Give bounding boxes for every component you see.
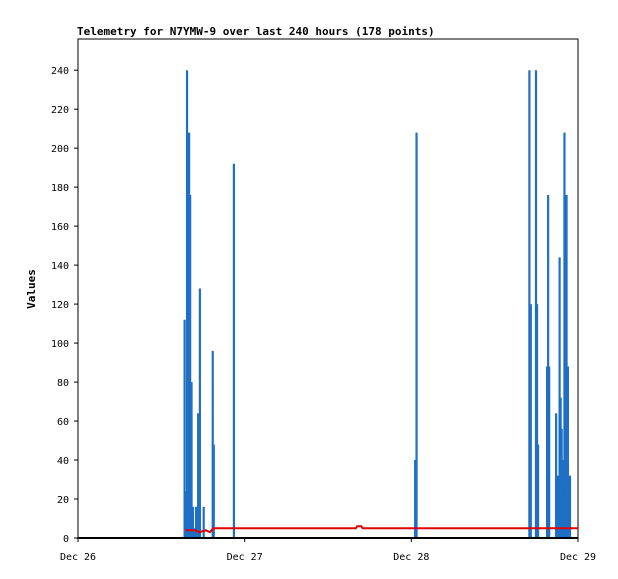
y-tick-label: 40 [57, 456, 69, 467]
y-tick-label: 80 [57, 378, 69, 389]
y-tick-label: 20 [57, 495, 69, 506]
x-axis-ticks: Dec 26 Dec 27 Dec 28 Dec 29 [60, 538, 596, 563]
series-line [185, 525, 578, 534]
series-1 [183, 70, 572, 538]
y-tick-label: 100 [51, 339, 69, 350]
series-layer [183, 70, 578, 538]
x-tick-label: Dec 27 [227, 552, 263, 563]
x-tick-label: Dec 29 [560, 552, 596, 563]
x-tick-label: Dec 26 [60, 552, 96, 563]
x-tick-label: Dec 28 [393, 552, 429, 563]
y-axis-ticks: 0 20 40 60 80 100 120 140 160 180 200 220 240 [51, 66, 78, 545]
y-tick-label: 180 [51, 183, 69, 194]
y-tick-label: 60 [57, 417, 69, 428]
y-tick-label: 200 [51, 144, 69, 155]
y-tick-label: 120 [51, 300, 69, 311]
series-2 [185, 525, 578, 534]
y-tick-label: 140 [51, 261, 69, 272]
y-tick-label: 0 [63, 534, 69, 545]
y-tick-label: 160 [51, 222, 69, 233]
y-tick-label: 220 [51, 105, 69, 116]
y-axis-label: Values [25, 269, 38, 309]
chart-title: Telemetry for N7YMW-9 over last 240 hour… [77, 25, 435, 38]
plot-area-frame [77, 38, 579, 539]
y-tick-label: 240 [51, 66, 69, 77]
